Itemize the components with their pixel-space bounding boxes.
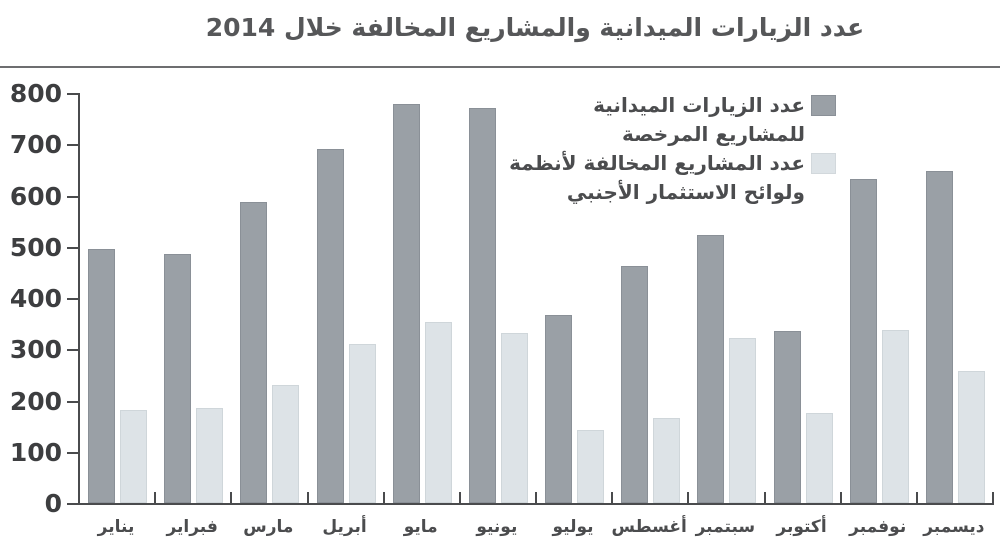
legend-item-violating-projects: عدد المشاريع المخالفة لأنظمة ولوائح الاس… <box>509 149 836 207</box>
y-axis-label: 700 <box>9 130 62 160</box>
x-axis-label: سبتمبر <box>695 517 756 537</box>
legend-label-field-visits: عدد الزيارات الميدانية للمشاريع المرخصة <box>593 91 805 149</box>
legend-label-line: عدد الزيارات الميدانية <box>593 93 805 117</box>
legend-swatch-field-visits <box>811 95 836 116</box>
y-axis-label: 800 <box>9 79 62 108</box>
y-axis-line <box>78 93 80 505</box>
y-axis-label: 0 <box>44 489 62 518</box>
x-axis-label: فبراير <box>166 517 218 537</box>
x-axis-tick <box>535 492 538 505</box>
bar-field-visits-7 <box>545 315 573 503</box>
y-axis-label: 600 <box>9 181 62 211</box>
x-axis-label: يوليو <box>552 517 594 537</box>
y-axis-tick <box>67 144 78 147</box>
x-axis-tick <box>611 492 614 505</box>
x-axis-label: أبريل <box>322 517 367 537</box>
y-axis-tick <box>67 93 78 95</box>
x-axis-label: مايو <box>403 517 438 537</box>
y-axis-label: 400 <box>9 284 62 313</box>
bar-field-visits-8 <box>621 266 649 503</box>
x-axis-tick <box>687 492 690 505</box>
title-separator-line <box>0 66 1000 68</box>
bar-violating-5 <box>424 322 452 503</box>
y-axis-tick <box>67 451 78 454</box>
bar-field-visits-1 <box>88 249 115 503</box>
bar-violating-1 <box>120 409 147 503</box>
bar-field-visits-11 <box>849 178 877 503</box>
y-axis-tick <box>67 503 78 505</box>
x-axis-label: يناير <box>97 517 135 537</box>
legend-label-line: عدد المشاريع المخالفة لأنظمة <box>509 151 805 175</box>
chart-title: عدد الزيارات الميدانية والمشاريع المخالف… <box>205 13 865 42</box>
y-axis-label: 200 <box>9 386 62 416</box>
y-axis-label: 300 <box>9 335 62 365</box>
bar-field-visits-9 <box>697 235 725 503</box>
y-axis-label: 100 <box>9 437 62 467</box>
bar-field-visits-4 <box>316 148 344 503</box>
x-axis-tick <box>306 492 309 505</box>
x-axis-label: أكتوبر <box>776 517 827 537</box>
legend-label-violating-projects: عدد المشاريع المخالفة لأنظمة ولوائح الاس… <box>509 149 805 207</box>
bar-violating-4 <box>348 344 376 503</box>
bar-violating-3 <box>272 385 300 503</box>
bar-field-visits-3 <box>240 201 268 503</box>
bar-violating-2 <box>196 408 224 503</box>
x-axis-label: أغسطس <box>611 517 687 537</box>
x-axis-tick <box>230 492 233 505</box>
bar-field-visits-6 <box>468 107 496 503</box>
x-axis-tick <box>915 492 918 505</box>
x-axis-label: ديسمبر <box>923 517 985 537</box>
y-axis-tick <box>67 195 78 198</box>
x-axis-tick <box>763 492 766 505</box>
legend-swatch-violating-projects <box>811 153 836 174</box>
x-axis-tick <box>839 492 842 505</box>
bar-field-visits-5 <box>392 103 420 503</box>
x-axis-label: يونيو <box>476 517 518 537</box>
x-axis-label: نوفمبر <box>849 517 907 537</box>
x-axis-tick <box>154 492 157 505</box>
bar-violating-6 <box>500 332 528 503</box>
y-axis-tick <box>67 349 78 352</box>
legend-label-line: للمشاريع المرخصة <box>621 122 805 146</box>
y-axis-tick <box>67 298 78 300</box>
y-axis-tick <box>67 400 78 403</box>
bar-violating-9 <box>729 337 757 503</box>
legend: عدد الزيارات الميدانية للمشاريع المرخصة … <box>509 91 836 207</box>
bar-field-visits-10 <box>773 331 801 503</box>
bar-field-visits-12 <box>925 170 953 503</box>
legend-item-field-visits: عدد الزيارات الميدانية للمشاريع المرخصة <box>509 91 836 149</box>
y-axis-label: 500 <box>9 232 62 262</box>
x-axis-tick <box>992 492 995 505</box>
bar-violating-7 <box>577 430 605 503</box>
legend-label-line: ولوائح الاستثمار الأجنبي <box>566 180 805 204</box>
bar-violating-12 <box>957 371 985 503</box>
bar-violating-11 <box>881 329 909 503</box>
y-axis-tick <box>67 246 78 249</box>
x-axis-label: مارس <box>243 517 294 537</box>
x-axis-tick <box>382 492 385 505</box>
bar-violating-10 <box>805 412 833 503</box>
bar-violating-8 <box>653 418 681 503</box>
x-axis-tick <box>458 492 461 505</box>
bar-field-visits-2 <box>164 253 192 503</box>
